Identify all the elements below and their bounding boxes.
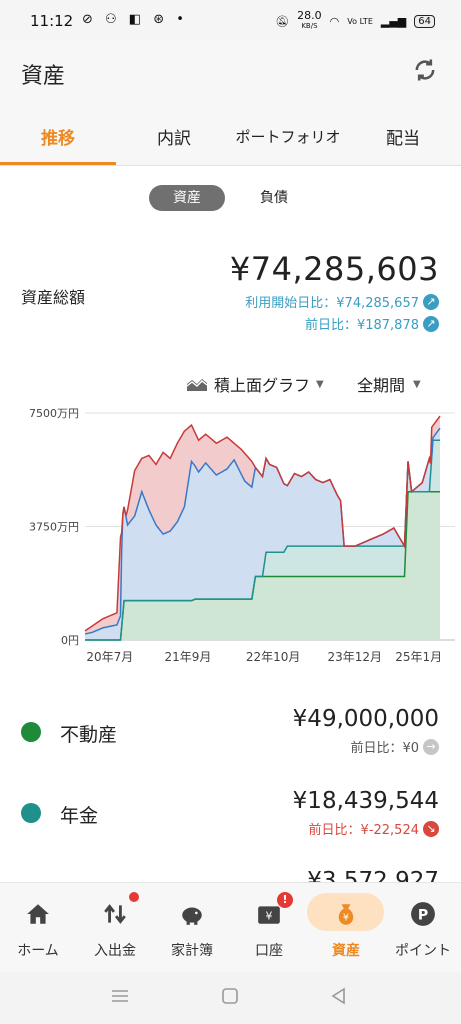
- net-speed: 28.0 KB/S: [297, 9, 322, 31]
- arrow-right-icon: →: [423, 738, 439, 755]
- real-estate-color-dot: [21, 722, 41, 742]
- graph-type-label: 積上面グラフ: [214, 376, 311, 395]
- arrow-up-right-icon: ↗: [423, 315, 439, 332]
- pension-color-dot: [21, 803, 41, 823]
- tab-trend[interactable]: 推移: [41, 129, 75, 149]
- nav-points-label: ポイント: [395, 943, 451, 959]
- wifi-icon: ◠: [329, 14, 340, 28]
- series-area-2: [85, 428, 440, 640]
- total-assets-value: ¥74,285,603: [229, 250, 439, 288]
- arrow-down-right-icon: ↘: [423, 820, 439, 837]
- x-tick-label: 25年1月: [395, 650, 442, 664]
- total-line: [84, 415, 441, 632]
- y-tick-label: 7500万円: [29, 407, 79, 420]
- wallet-icon: ¥: [258, 906, 280, 924]
- alert-badge: !: [277, 892, 293, 908]
- since-start-text: 利用開始日比：¥74,285,657: [245, 296, 419, 311]
- series-area-0: [85, 491, 440, 640]
- home-icon: [27, 904, 49, 924]
- nav-household[interactable]: 家計簿: [154, 883, 230, 973]
- nav-household-label: 家計簿: [171, 943, 213, 959]
- pension-diff-text: 前日比：¥-22,524: [308, 823, 419, 838]
- arrow-up-right-icon: ↗: [423, 293, 439, 310]
- piggy-bank-icon: [182, 907, 202, 925]
- caret-down-icon: ▼: [413, 378, 421, 390]
- x-tick-label: 21年9月: [164, 650, 211, 664]
- x-tick-label: 23年12月: [328, 650, 383, 664]
- net-speed-value: 28.0: [297, 9, 322, 22]
- status-time: 11:12: [30, 12, 74, 30]
- y-tick-label: 3750万円: [29, 521, 79, 534]
- battery-icon: 64: [414, 14, 435, 28]
- nav-points[interactable]: P ポイント: [385, 883, 461, 973]
- home-button-icon[interactable]: [221, 987, 239, 1005]
- nav-transfer[interactable]: 入出金: [77, 883, 153, 973]
- caret-down-icon: ▼: [316, 378, 324, 390]
- real-estate-value: ¥49,000,000: [292, 706, 439, 732]
- svg-text:¥: ¥: [266, 909, 273, 922]
- back-icon[interactable]: [330, 987, 348, 1005]
- prev-day-diff: 前日比：¥187,878 ↗: [305, 314, 439, 333]
- nav-assets[interactable]: ¥ 資産: [308, 883, 384, 973]
- nav-transfer-label: 入出金: [94, 943, 136, 959]
- signal-icon: ▂▄▆: [380, 14, 407, 28]
- toggle-asset[interactable]: 資産: [149, 185, 225, 211]
- main-tabs: 推移 内訳 ポートフォリオ 配当: [0, 104, 461, 166]
- pension-label: 年金: [60, 805, 99, 827]
- x-tick-label: 22年10月: [246, 650, 301, 664]
- active-tab-indicator: [0, 162, 116, 165]
- tab-portfolio[interactable]: ポートフォリオ: [235, 128, 341, 146]
- point-icon: P: [411, 902, 435, 926]
- pension-value: ¥18,439,544: [292, 788, 439, 814]
- nav-home[interactable]: ホーム: [0, 883, 76, 973]
- real-estate-diff-text: 前日比：¥0: [350, 741, 419, 756]
- status-bar: 11:12 ⊘ ⚇ ◧ ⊛ • 🔕︎ 28.0 KB/S ◠ Vo LTE ▂▄…: [0, 0, 461, 40]
- period-label: 全期間: [357, 376, 406, 395]
- pension-diff: 前日比：¥-22,524 ↘: [309, 819, 439, 838]
- status-right: 🔕︎ 28.0 KB/S ◠ Vo LTE ▂▄▆ 64: [275, 9, 435, 31]
- asset-trend-chart[interactable]: 7500万円 3750万円 0円 20年7月 21年9月 22年10月 23年12月 25年1…: [0, 400, 461, 675]
- system-navigation-bar: [0, 972, 461, 1024]
- net-speed-unit: KB/S: [301, 22, 318, 30]
- period-dropdown[interactable]: 全期間 ▼: [357, 372, 421, 396]
- nav-accounts[interactable]: ¥ ! 口座: [231, 883, 307, 973]
- nav-assets-label: 資産: [332, 943, 360, 959]
- notification-dot: [129, 892, 139, 902]
- area-chart-icon: [186, 379, 208, 391]
- real-estate-diff: 前日比：¥0 →: [350, 737, 439, 756]
- graph-type-dropdown[interactable]: 積上面グラフ ▼: [186, 372, 324, 396]
- tab-dividend[interactable]: 配当: [386, 129, 420, 149]
- volte-label: Vo LTE: [347, 16, 373, 26]
- real-estate-label: 不動産: [60, 724, 118, 746]
- total-assets-label: 資産総額: [21, 288, 86, 307]
- nav-accounts-label: 口座: [255, 943, 283, 959]
- toggle-debt[interactable]: 負債: [260, 190, 288, 206]
- app-header: 資産: [0, 40, 461, 104]
- series-area-other-red: [85, 416, 440, 634]
- money-bag-icon: ¥: [338, 904, 354, 925]
- refresh-icon[interactable]: [411, 56, 439, 84]
- mute-icon: 🔕︎: [275, 14, 290, 28]
- series-line-1: [85, 439, 440, 641]
- tab-breakdown[interactable]: 内訳: [157, 129, 191, 149]
- svg-text:¥: ¥: [343, 913, 349, 924]
- since-start-diff: 利用開始日比：¥74,285,657 ↗: [245, 292, 439, 311]
- y-tick-label: 0円: [61, 634, 79, 647]
- notification-icons: ⊘ ⚇ ◧ ⊛ •: [82, 12, 188, 27]
- page-title: 資産: [21, 64, 66, 89]
- prev-day-text: 前日比：¥187,878: [304, 318, 419, 333]
- nav-home-label: ホーム: [17, 943, 59, 959]
- bottom-navigation: ホーム 入出金 家計簿 ¥ ! 口座 ¥ 資産: [0, 882, 461, 972]
- svg-text:P: P: [418, 907, 428, 923]
- transfer-icon: [104, 904, 126, 924]
- recents-icon[interactable]: [111, 988, 129, 1004]
- x-tick-label: 20年7月: [86, 650, 133, 664]
